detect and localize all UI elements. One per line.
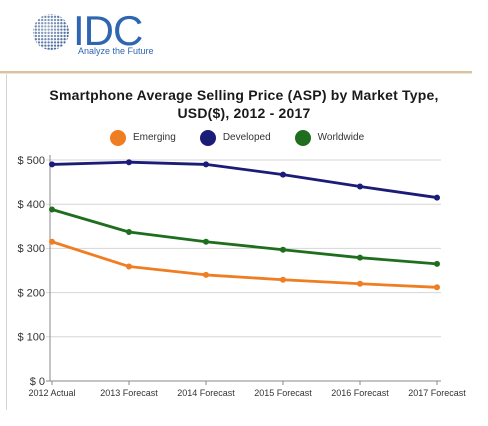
y-tick-label: $ 0 xyxy=(30,376,45,388)
series-line-emerging xyxy=(50,240,439,289)
data-point-emerging-2 xyxy=(203,271,209,278)
data-point-worldwide-1 xyxy=(126,229,132,236)
legend-label-emerging: Emerging xyxy=(133,132,176,143)
legend-label-worldwide: Worldwide xyxy=(317,132,365,143)
logo-tagline: Analyze the Future xyxy=(78,46,154,56)
data-point-developed-3 xyxy=(280,171,286,178)
x-tick-label: 2015 Forecast xyxy=(254,388,312,398)
data-point-emerging-1 xyxy=(126,263,132,270)
data-point-worldwide-4 xyxy=(357,254,363,261)
data-point-worldwide-5 xyxy=(434,260,440,267)
data-point-worldwide-2 xyxy=(203,238,209,245)
x-tick-label: 2017 Forecast xyxy=(408,388,466,398)
data-point-emerging-5 xyxy=(434,284,440,291)
data-point-developed-4 xyxy=(357,183,363,190)
y-tick-label: $ 400 xyxy=(17,199,45,211)
legend-item-developed: Developed xyxy=(199,130,271,146)
y-tick-label: $ 300 xyxy=(17,243,45,255)
legend-item-worldwide: Worldwide xyxy=(294,130,365,146)
chart-frame-border xyxy=(6,74,7,410)
y-tick-label: $ 500 xyxy=(17,155,45,167)
x-tick-label: 2012 Actual xyxy=(28,388,75,398)
logo-brand-text: IDC xyxy=(73,7,143,54)
series-line-worldwide xyxy=(50,208,439,266)
x-tick-label: 2016 Forecast xyxy=(331,388,389,398)
y-tick-label: $ 200 xyxy=(17,287,45,299)
chart-legend: Emerging Developed Worldwide xyxy=(110,130,364,146)
data-point-emerging-0 xyxy=(49,238,55,245)
legend-swatch-developed xyxy=(199,130,216,146)
header-divider xyxy=(0,71,472,74)
y-tick-label: $ 100 xyxy=(17,332,45,344)
data-point-worldwide-3 xyxy=(280,246,286,253)
legend-item-emerging: Emerging xyxy=(110,130,176,146)
legend-label-developed: Developed xyxy=(222,132,271,143)
legend-swatch-worldwide xyxy=(294,130,311,146)
x-tick-label: 2014 Forecast xyxy=(177,388,235,398)
data-point-developed-2 xyxy=(203,161,209,168)
globe-icon xyxy=(33,14,69,50)
data-point-developed-0 xyxy=(49,161,55,168)
data-point-emerging-4 xyxy=(357,280,363,287)
data-point-developed-5 xyxy=(434,194,440,201)
x-tick-label: 2013 Forecast xyxy=(100,388,158,398)
data-point-emerging-3 xyxy=(280,276,286,283)
chart-title: Smartphone Average Selling Price (ASP) b… xyxy=(49,87,439,121)
data-point-worldwide-0 xyxy=(49,206,55,213)
legend-swatch-emerging xyxy=(110,130,126,146)
series-line-developed xyxy=(50,160,439,199)
data-point-developed-1 xyxy=(126,159,132,166)
